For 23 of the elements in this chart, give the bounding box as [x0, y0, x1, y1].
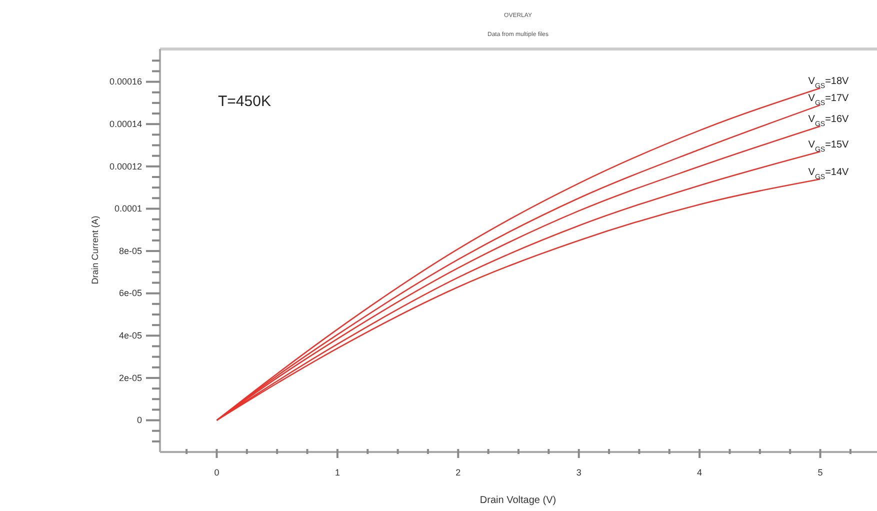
y-tick-label: 4e-05 [118, 330, 142, 341]
series-label: V$_{GS}$=15V [808, 140, 850, 154]
series-label: V$_{GS}$=17V [808, 93, 850, 107]
annotation: T=450K [218, 93, 271, 110]
y-tick-label: 0.0001 [114, 204, 142, 214]
x-tick-label: 4 [697, 467, 702, 478]
y-tick-label: 0.00016 [109, 76, 142, 87]
y-tick-label: 0 [136, 415, 142, 426]
x-tick-label: 2 [456, 467, 461, 478]
x-axis-title: Drain Voltage (V) [480, 495, 556, 506]
y-tick-label: 0.00012 [109, 161, 142, 172]
x-tick-label: 5 [818, 467, 823, 478]
y-tick-label: 8e-05 [118, 246, 142, 256]
x-tick-label: 3 [576, 467, 582, 478]
x-tick-label: 1 [334, 467, 340, 478]
y-tick-label: 2e-05 [118, 372, 142, 383]
x-tick-label: 0 [214, 467, 220, 478]
y-axis-title: Drain Current (A) [90, 216, 100, 284]
series-label: V$_{GS}$=18V [808, 76, 850, 90]
series-label: V$_{GS}$=16V [808, 114, 850, 128]
y-tick-label: 0.00014 [109, 118, 142, 129]
series-label: V$_{GS}$=14V [808, 167, 850, 181]
y-tick-label: 6e-05 [118, 288, 142, 298]
